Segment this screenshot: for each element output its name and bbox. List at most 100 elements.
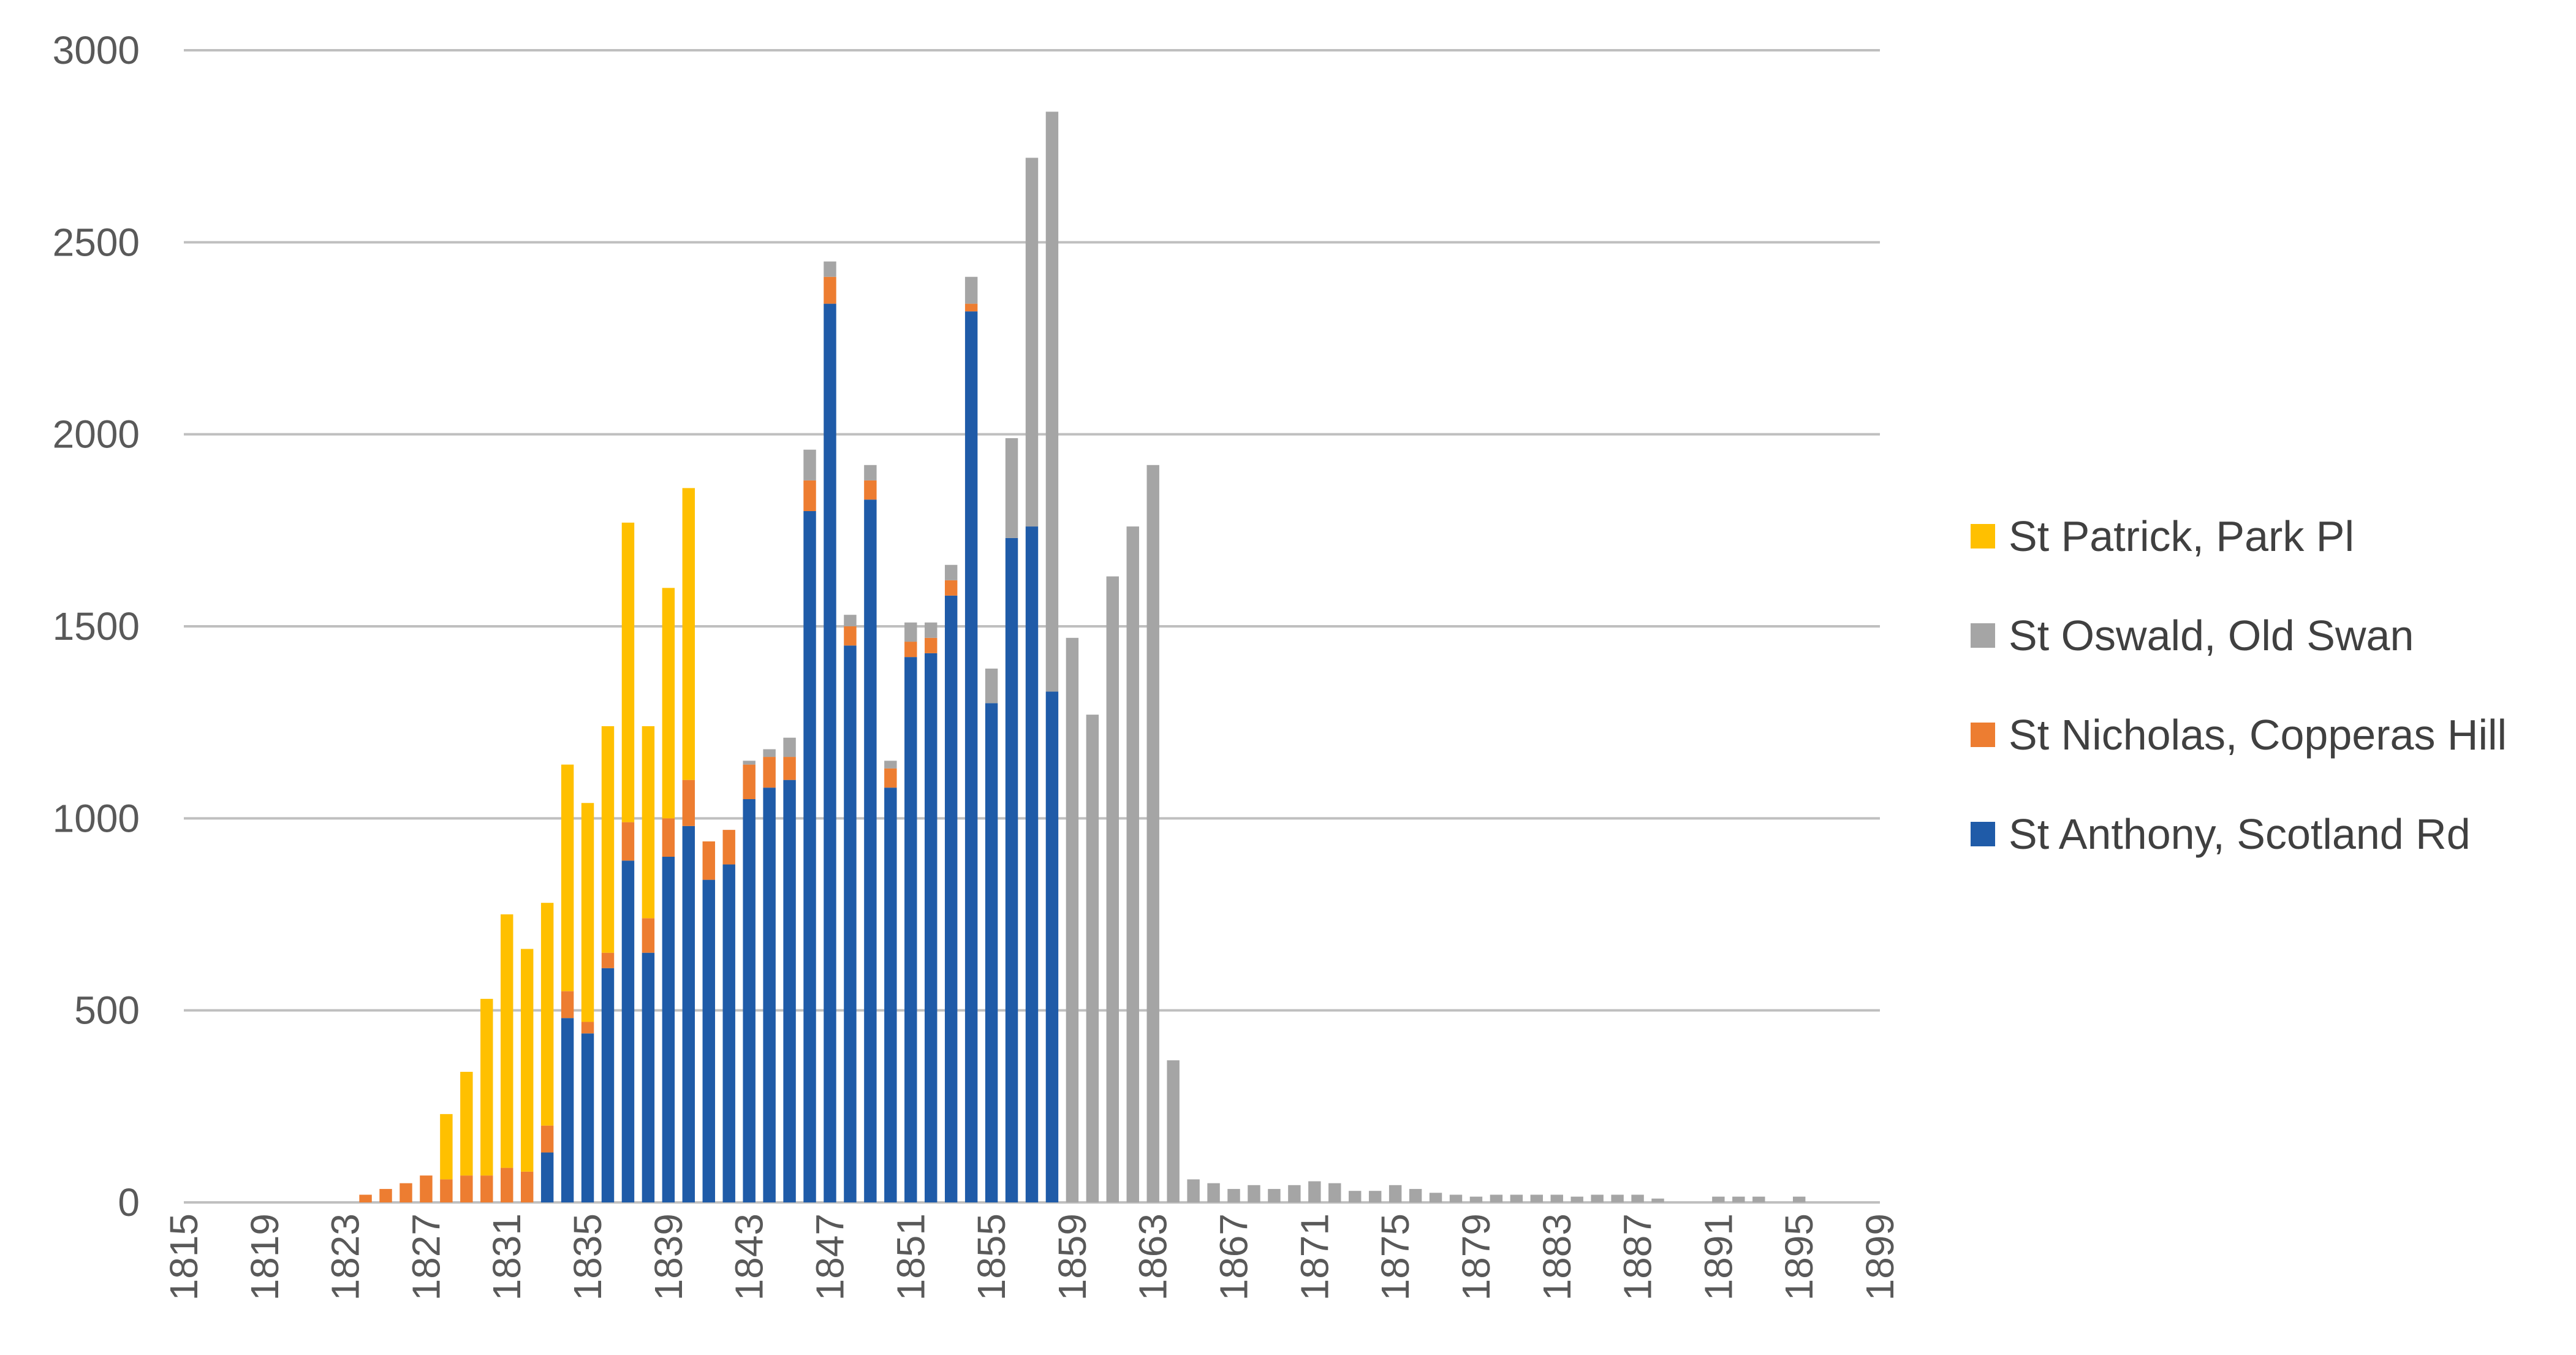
bar-segment xyxy=(1631,1194,1644,1202)
bar-segment xyxy=(904,657,917,1202)
x-tick-label: 1827 xyxy=(404,1213,448,1300)
bar-segment xyxy=(964,311,978,1203)
bar-segment xyxy=(763,757,776,788)
bar-segment xyxy=(379,1189,392,1202)
bar-segment xyxy=(480,998,493,1176)
bar-segment xyxy=(763,749,776,757)
bar-segment xyxy=(722,830,735,865)
bar-segment xyxy=(621,522,635,822)
legend-item: St Nicholas, Copperas Hill xyxy=(1971,711,2507,759)
bar-segment xyxy=(1187,1179,1200,1202)
bar-segment xyxy=(925,653,938,1202)
bar-segment xyxy=(1288,1185,1301,1202)
bar-segment xyxy=(1490,1194,1503,1202)
bar-segment xyxy=(501,1167,513,1202)
bar-segment xyxy=(1651,1198,1664,1202)
bar-segment xyxy=(1388,1185,1402,1202)
bar-segment xyxy=(1045,691,1059,1202)
bar-segment xyxy=(601,726,615,953)
bar-segment xyxy=(1792,1196,1806,1202)
x-tick-label: 1831 xyxy=(485,1213,529,1300)
bar-segment xyxy=(884,768,897,788)
y-tick-label: 500 xyxy=(74,989,140,1033)
bar-segment xyxy=(561,991,574,1019)
y-tick-label: 0 xyxy=(118,1180,140,1224)
bar-segment xyxy=(1469,1196,1483,1202)
x-tick-label: 1895 xyxy=(1777,1213,1821,1300)
bar-segment xyxy=(520,1171,534,1202)
y-axis: 0 500 1000 1500 2000 2500 3000 xyxy=(53,28,140,1224)
bar-segment xyxy=(642,918,655,953)
y-tick-label: 2500 xyxy=(53,220,140,264)
bar-segment xyxy=(1591,1194,1604,1202)
x-tick-label: 1863 xyxy=(1131,1213,1175,1300)
bar-segment xyxy=(964,276,978,304)
y-tick-label: 1500 xyxy=(53,604,140,648)
bar-segment xyxy=(520,949,534,1172)
bar-segment xyxy=(1732,1196,1745,1202)
bar-segment xyxy=(1308,1181,1321,1202)
legend-label: St Patrick, Park Pl xyxy=(2009,512,2354,560)
bar-segment xyxy=(824,303,836,1203)
bar-segment xyxy=(540,1152,554,1202)
bar-segment xyxy=(1126,526,1139,1202)
bar-segment xyxy=(1146,465,1159,1202)
bar-segment xyxy=(561,764,574,992)
bar-segment xyxy=(1712,1196,1725,1202)
bar-segment xyxy=(540,903,554,1126)
bar-segment xyxy=(743,799,756,1202)
bar-segment xyxy=(581,1033,594,1202)
bar-segment xyxy=(440,1179,453,1202)
legend-label: St Oswald, Old Swan xyxy=(2009,612,2414,659)
bar-segment xyxy=(1368,1191,1382,1202)
bar-segment xyxy=(561,1018,574,1202)
bar-segment xyxy=(581,1022,594,1034)
bar-segment xyxy=(1429,1193,1442,1202)
bar-segment xyxy=(501,914,513,1168)
bar-segment xyxy=(1025,158,1039,527)
y-tick-label: 2000 xyxy=(53,412,140,457)
bars xyxy=(359,112,1806,1203)
bar-segment xyxy=(1207,1183,1220,1202)
bar-segment xyxy=(783,780,796,1202)
legend-item: St Anthony, Scotland Rd xyxy=(1971,810,2471,858)
bar-segment xyxy=(1449,1194,1463,1202)
bar-segment xyxy=(844,645,857,1202)
bar-segment xyxy=(460,1175,473,1202)
bar-segment xyxy=(985,703,998,1202)
bar-segment xyxy=(743,764,756,799)
bar-segment xyxy=(1005,438,1018,538)
bar-segment xyxy=(722,864,735,1202)
bar-segment xyxy=(540,1125,554,1153)
legend-swatch xyxy=(1971,723,1995,747)
bar-segment xyxy=(763,788,776,1202)
x-tick-label: 1851 xyxy=(888,1213,933,1300)
bar-segment xyxy=(1510,1194,1523,1202)
bar-segment xyxy=(884,788,897,1202)
bar-segment xyxy=(359,1194,372,1202)
legend-item: St Patrick, Park Pl xyxy=(1971,512,2354,560)
bar-segment xyxy=(944,580,958,596)
x-tick-label: 1839 xyxy=(646,1213,691,1300)
x-tick-label: 1883 xyxy=(1535,1213,1579,1300)
x-tick-label: 1891 xyxy=(1696,1213,1740,1300)
legend-label: St Nicholas, Copperas Hill xyxy=(2009,711,2507,759)
bar-segment xyxy=(864,499,877,1203)
x-tick-label: 1819 xyxy=(243,1213,287,1300)
bar-segment xyxy=(662,818,675,857)
bar-segment xyxy=(864,480,877,500)
x-axis: 1815 1819 1823 1827 1831 1835 1839 1843 1847 1851… xyxy=(162,1213,1902,1300)
x-tick-label: 1847 xyxy=(808,1213,852,1300)
x-tick-label: 1843 xyxy=(727,1213,771,1300)
bar-segment xyxy=(1045,112,1059,692)
bar-segment xyxy=(1328,1183,1341,1202)
bar-segment xyxy=(904,642,917,658)
bar-segment xyxy=(864,465,877,480)
x-tick-label: 1875 xyxy=(1373,1213,1417,1300)
bar-segment xyxy=(480,1175,493,1202)
x-tick-label: 1879 xyxy=(1454,1213,1498,1300)
bar-segment xyxy=(682,826,695,1202)
bar-segment xyxy=(844,626,857,646)
x-tick-label: 1871 xyxy=(1292,1213,1336,1300)
